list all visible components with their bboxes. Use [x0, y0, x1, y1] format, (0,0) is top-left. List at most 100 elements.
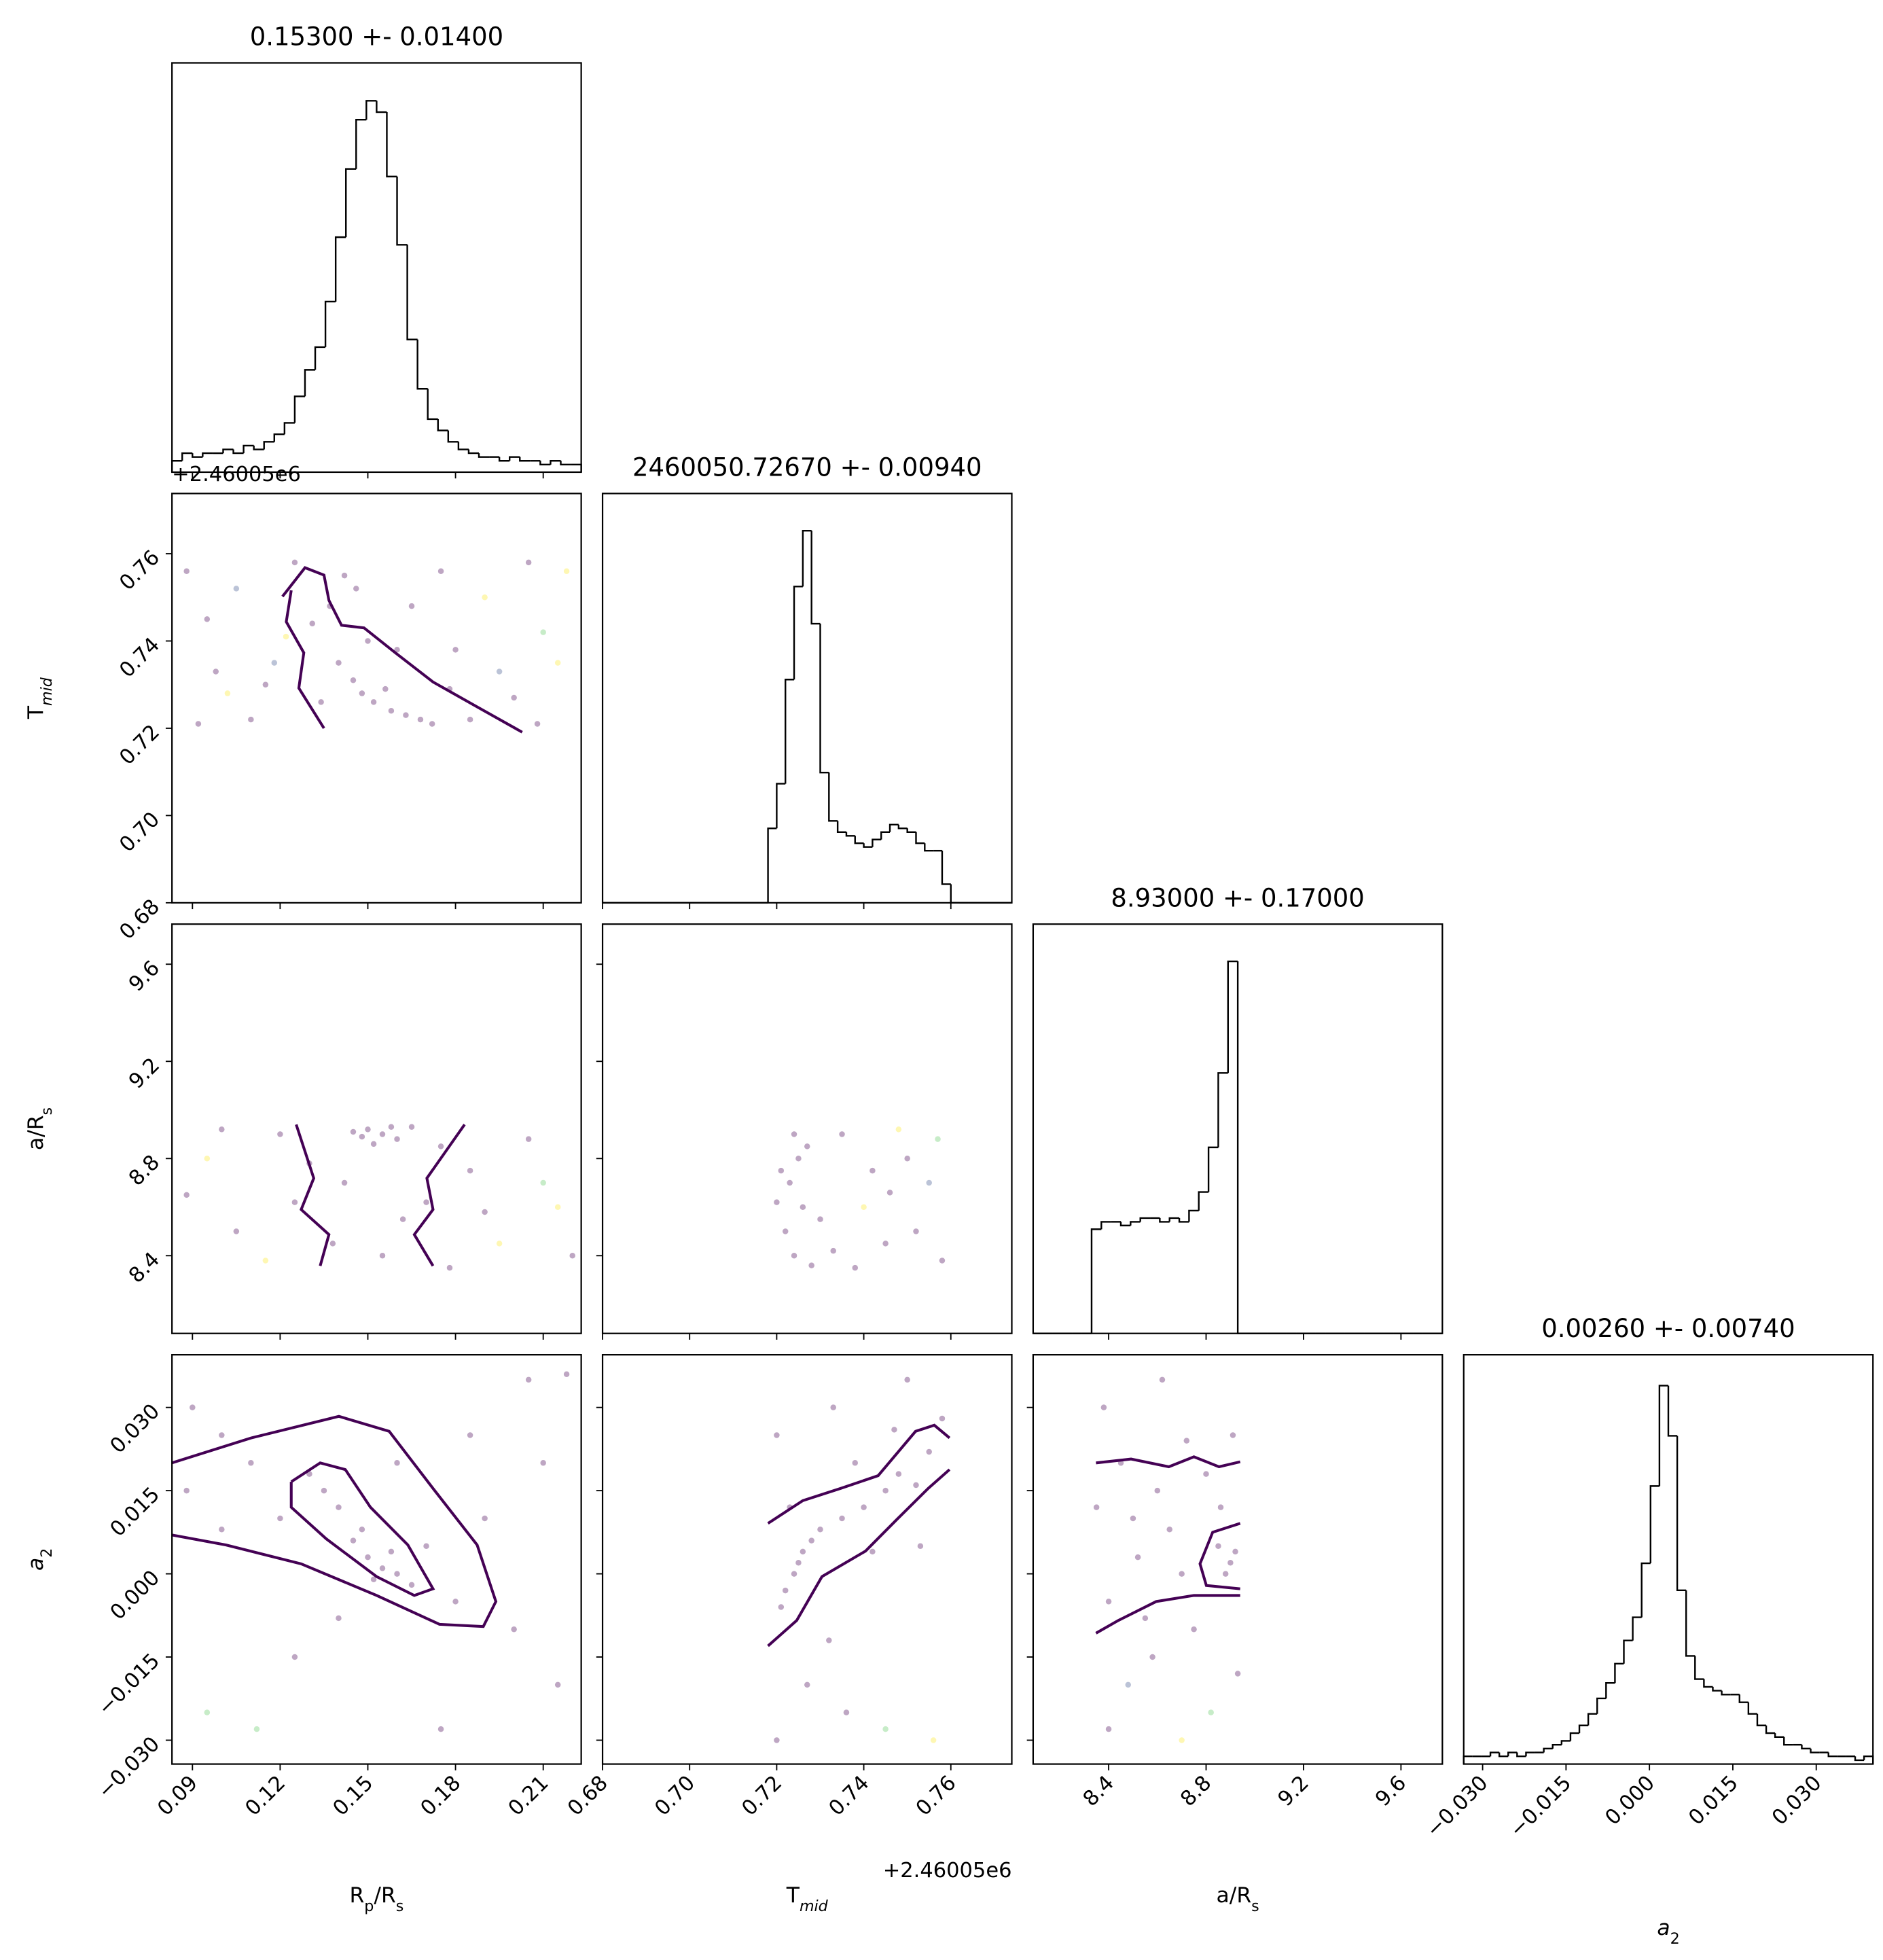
- hist-bin: [1217, 1072, 1228, 1147]
- sample-point: [540, 1179, 546, 1186]
- hist-bin: [1632, 1616, 1642, 1641]
- sample-point: [388, 1124, 395, 1130]
- sample-point: [277, 1515, 283, 1522]
- sample-point: [554, 1681, 561, 1688]
- hist-bin: [314, 346, 326, 370]
- contour: [412, 1124, 466, 1267]
- hist-bin: [1658, 1385, 1668, 1486]
- hist-bin: [283, 422, 295, 435]
- sample-point: [306, 1471, 312, 1477]
- sample-point: [213, 669, 219, 675]
- sample-point: [852, 1460, 859, 1466]
- contour: [171, 1414, 498, 1628]
- sample-point: [341, 572, 348, 579]
- sample-point: [452, 647, 459, 653]
- hist-bin: [334, 236, 346, 302]
- sample-point: [291, 1654, 298, 1660]
- sample-point: [482, 594, 488, 601]
- sample-point: [224, 690, 231, 696]
- sample-point: [318, 699, 324, 705]
- sample-point: [195, 721, 202, 727]
- sample-point: [1105, 1599, 1112, 1605]
- sample-point: [423, 1543, 429, 1550]
- sample-point: [291, 1199, 298, 1205]
- sample-point: [795, 1559, 802, 1566]
- sample-point: [403, 712, 409, 718]
- sample-point: [336, 1615, 342, 1622]
- sample-point: [926, 1448, 932, 1455]
- hist-bin: [1507, 1751, 1518, 1757]
- sample-point: [808, 1537, 814, 1544]
- hist-bin: [1756, 1713, 1767, 1726]
- hist-bin: [263, 441, 274, 450]
- sample-point: [1179, 1737, 1185, 1743]
- contour: [295, 1124, 331, 1266]
- panel: 0.680.700.720.740.76: [115, 493, 582, 944]
- sample-point: [399, 1216, 406, 1222]
- sample-point: [423, 1199, 429, 1205]
- sample-point: [291, 559, 298, 566]
- sample-point: [782, 1587, 789, 1594]
- hist-bin: [1801, 1745, 1811, 1750]
- sample-point: [359, 690, 365, 696]
- sample-point: [917, 1543, 924, 1550]
- hist-bin: [1525, 1751, 1535, 1757]
- hist-bin: [192, 453, 203, 458]
- panel-frame: [1032, 923, 1443, 1334]
- sample-point: [861, 1504, 867, 1510]
- sample-point: [253, 1726, 260, 1732]
- hist-bin: [828, 772, 838, 822]
- sample-point: [1159, 1376, 1166, 1383]
- panel: [171, 62, 582, 479]
- sample-point: [778, 1604, 785, 1610]
- label-part: a/R: [24, 1115, 48, 1150]
- sample-point: [417, 716, 424, 723]
- hist-bin: [1623, 1639, 1633, 1664]
- sample-point: [329, 1241, 336, 1247]
- sample-point: [394, 647, 400, 653]
- hist-bin: [1738, 1694, 1748, 1703]
- hist-bin: [924, 843, 934, 852]
- hist-bin: [293, 395, 305, 423]
- sample-point: [437, 1726, 444, 1732]
- hist-bin: [906, 828, 916, 833]
- x-axis-label: Tmid: [786, 1883, 829, 1915]
- sample-point: [1134, 1554, 1141, 1561]
- label-part: p: [364, 1897, 374, 1915]
- sample-point: [408, 1124, 415, 1130]
- sample-point: [262, 681, 269, 688]
- panel-frame: [1463, 1354, 1874, 1765]
- sample-point: [939, 1415, 946, 1422]
- sample-point: [554, 660, 561, 666]
- hist-bin: [845, 832, 855, 837]
- hist-bin: [1489, 1751, 1500, 1757]
- sample-point: [446, 1264, 453, 1271]
- sample-point: [525, 1136, 532, 1142]
- panel-frame: [171, 923, 582, 1334]
- hist-bin: [1783, 1736, 1793, 1746]
- sample-point: [869, 1167, 876, 1174]
- sample-point: [219, 1126, 225, 1133]
- hist-bin: [836, 821, 846, 833]
- hist-bin: [1543, 1747, 1553, 1753]
- sample-point: [370, 1576, 377, 1582]
- sample-point: [817, 1216, 823, 1222]
- hist-bin: [1694, 1656, 1704, 1680]
- sample-point: [861, 1204, 867, 1211]
- sample-point: [774, 1737, 780, 1743]
- label-part: 2: [38, 1548, 56, 1558]
- sample-point: [804, 1681, 810, 1688]
- sample-point: [394, 1571, 400, 1577]
- sample-point: [525, 559, 532, 566]
- offset-text: +2.46005e6: [172, 463, 301, 486]
- sample-point: [388, 1548, 395, 1555]
- sample-point: [1125, 1681, 1132, 1688]
- sample-point: [336, 1504, 342, 1510]
- hist-bin: [508, 456, 520, 461]
- hist-bin: [1810, 1748, 1820, 1753]
- sample-point: [1191, 1626, 1197, 1633]
- sample-point: [365, 638, 371, 644]
- hist-bin: [810, 531, 821, 625]
- sample-point: [904, 1376, 910, 1383]
